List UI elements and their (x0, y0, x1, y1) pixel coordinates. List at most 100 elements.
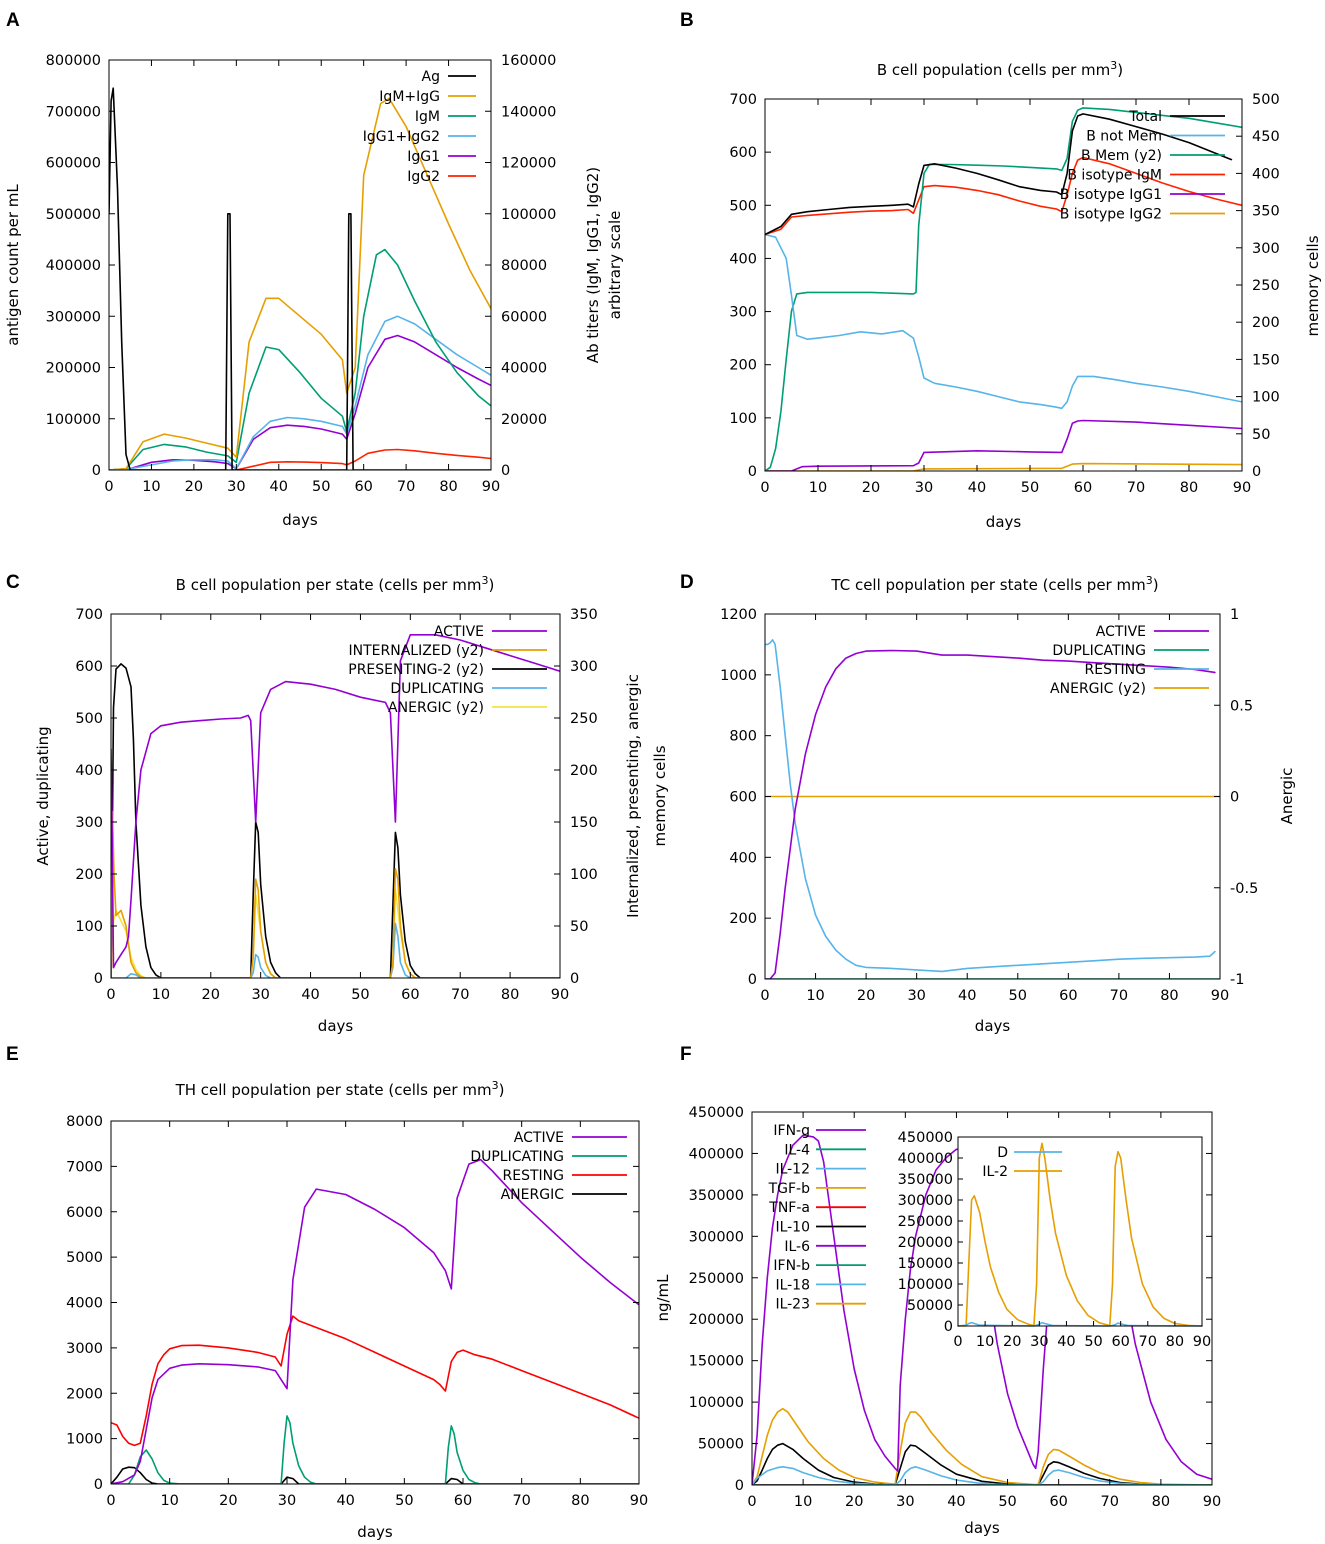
legend: IFN-g IL-4 IL-12 TGF-b TNF-a IL-10 IL-6 IFN-b IL… (768, 1123, 866, 1313)
x-tick-label: 40 (270, 479, 288, 495)
plot-area (110, 613, 561, 979)
y-tick-label: 200 (729, 911, 757, 927)
inset-legend-label: D (997, 1145, 1008, 1161)
x-tick-label: 10 (142, 479, 160, 495)
y2-axis-label: memory cells (1304, 235, 1322, 336)
inset-x-tick-label: 30 (1030, 1334, 1048, 1350)
series-line-igm-igg (109, 97, 491, 470)
y-tick-label: 400000 (689, 1146, 744, 1162)
x-tick-label: 70 (451, 987, 469, 1003)
x-tick-label: 40 (301, 987, 319, 1003)
y-tick-label: 500 (729, 198, 757, 214)
y2-tick-label: 1 (1230, 607, 1239, 623)
x-tick-label: 90 (1233, 480, 1251, 496)
series-line-duplicating (111, 1415, 639, 1484)
series-group (111, 633, 560, 978)
y-tick-label: 400000 (46, 258, 101, 274)
y2-tick-label: 450 (1252, 129, 1280, 145)
inset-y-tick-label: 350000 (898, 1172, 953, 1188)
chart-title-main: TH cell population per state (cells per … (175, 1081, 492, 1099)
panel-letter: A (6, 10, 20, 31)
series-line-resting (111, 1315, 639, 1447)
series-line-active (111, 1158, 639, 1484)
x-axis-label: days (357, 1523, 393, 1541)
x-tick-label: 20 (185, 479, 203, 495)
legend: ACTIVE INTERNALIZED (y2) PRESENTING-2 (y2)… (348, 624, 547, 716)
inset-y-tick-label: 300000 (898, 1193, 953, 1209)
y2-tick-label: 100000 (501, 207, 556, 223)
x-tick-label: 30 (896, 1494, 914, 1510)
inset-y-tick-label: 400000 (898, 1151, 953, 1167)
y2-tick-label: 500 (1252, 92, 1280, 108)
y2-tick-label: 0 (1252, 464, 1261, 480)
y2-tick-label: 350 (1252, 204, 1280, 220)
inset-x-tick-label: 20 (1003, 1334, 1021, 1350)
y2-tick-label: 0 (1230, 790, 1239, 806)
legend-label: Ag (422, 69, 440, 85)
series-line-ag (109, 87, 491, 470)
x-tick-label: 90 (551, 987, 569, 1003)
inset-series-line-il-2 (957, 1142, 1203, 1327)
x-tick-label: 0 (106, 987, 115, 1003)
inset-y-tick-label: 100000 (898, 1277, 953, 1293)
series-group (111, 1158, 639, 1484)
x-tick-label: 50 (998, 1494, 1016, 1510)
legend-label: PRESENTING-2 (y2) (348, 662, 484, 678)
x-tick-label: 80 (1152, 1494, 1170, 1510)
y-axis-label: ng/mL (654, 1274, 672, 1322)
legend-label: INTERNALIZED (y2) (349, 643, 485, 659)
chart-title-end: ) (499, 1081, 505, 1099)
series-line-b-isotype-igm (765, 156, 1242, 236)
y-tick-label: 50000 (698, 1437, 744, 1453)
y-tick-label: 400 (75, 763, 103, 779)
x-tick-label: 20 (862, 480, 880, 496)
legend-label: ANERGIC (y2) (388, 700, 484, 716)
y-tick-label: 700000 (46, 104, 101, 120)
chart-title-superscript: 3 (492, 1079, 499, 1092)
series-line-igm (109, 248, 491, 470)
series-line-b-isotype-igg1 (765, 419, 1242, 471)
x-tick-label: 50 (1021, 480, 1039, 496)
y2-axis-label-line1: Internalized, presenting, anergic (624, 674, 642, 918)
y-tick-label: 400 (729, 850, 757, 866)
y-tick-label: 450000 (689, 1105, 744, 1121)
y-tick-label: 2000 (66, 1386, 103, 1402)
x-tick-label: 60 (1074, 480, 1092, 496)
legend-label: IFN-b (773, 1258, 810, 1274)
series-line-resting (765, 639, 1216, 973)
x-tick-label: 0 (760, 480, 769, 496)
y2-tick-label: 0 (501, 463, 510, 479)
y2-axis-label-line1: Ab titers (IgM, IgG1, IgG2) (584, 167, 602, 363)
inset-y-tick-label: 200000 (898, 1235, 953, 1251)
panel-b: B B cell population (cells per mm3) 0 10 20 3… (680, 10, 1322, 531)
y-tick-label: 0 (735, 1478, 744, 1494)
panel-c: C B cell population per state (cells per … (6, 572, 669, 1035)
y-tick-label: 200 (729, 358, 757, 374)
inset-x-tick-label: 70 (1139, 1334, 1157, 1350)
series-line-b-mem-y2 (765, 107, 1242, 471)
chart-title-superscript: 3 (1110, 59, 1117, 72)
legend-label: DUPLICATING (390, 681, 484, 697)
x-tick-label: 80 (439, 479, 457, 495)
x-tick-label: 50 (395, 1493, 413, 1509)
y-tick-label: 100000 (689, 1395, 744, 1411)
chart-title: B cell population per state (cells per m… (176, 574, 495, 594)
y-axis-label: Active, duplicating (34, 726, 52, 865)
legend-label: ACTIVE (514, 1130, 564, 1146)
inset-background (958, 1137, 1202, 1326)
x-tick-label: 30 (278, 1493, 296, 1509)
legend-label: RESTING (503, 1168, 564, 1184)
y-tick-label: 150000 (689, 1354, 744, 1370)
legend-label: ACTIVE (1096, 624, 1146, 640)
legend-label: RESTING (1085, 662, 1146, 678)
series-line-anergic (111, 1466, 639, 1484)
y-tick-label: 100 (75, 919, 103, 935)
y-tick-label: 0 (748, 464, 757, 480)
legend-label: IL-18 (775, 1277, 810, 1293)
x-tick-label: 30 (907, 988, 925, 1004)
x-tick-label: 0 (747, 1494, 756, 1510)
inset-x-tick-label: 60 (1111, 1334, 1129, 1350)
inset-y-tick-label: 250000 (898, 1214, 953, 1230)
series-line-tgf-b (752, 1407, 1212, 1485)
x-tick-label: 10 (794, 1494, 812, 1510)
